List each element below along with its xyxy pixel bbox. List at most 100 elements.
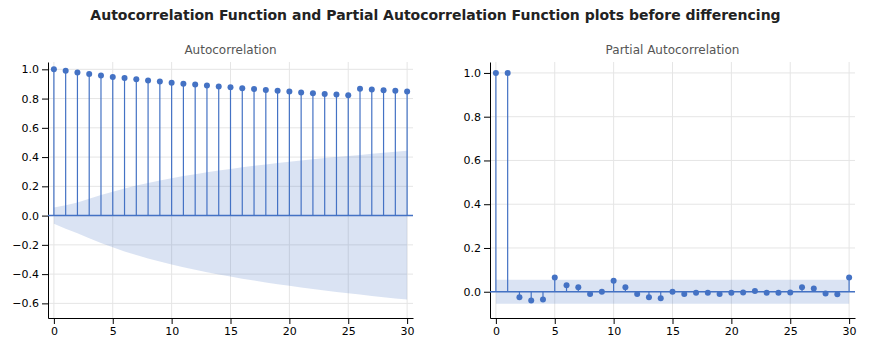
grid-line bbox=[495, 62, 496, 318]
stem bbox=[218, 86, 219, 215]
marker bbox=[587, 291, 593, 297]
tick-label: −0.4 bbox=[12, 268, 39, 281]
tick-label: 0.6 bbox=[22, 122, 40, 135]
stem bbox=[242, 88, 243, 215]
marker bbox=[239, 85, 245, 91]
marker bbox=[98, 73, 104, 79]
tick: 0.6 bbox=[22, 122, 49, 135]
plot-area bbox=[48, 66, 413, 299]
tick-mark bbox=[113, 318, 114, 324]
marker bbox=[740, 289, 746, 295]
grid-line bbox=[790, 62, 791, 318]
marker bbox=[575, 284, 581, 290]
y-axis: −0.6−0.4−0.20.00.20.40.60.81.0 bbox=[12, 63, 48, 319]
tick: 30 bbox=[401, 318, 415, 338]
tick: 0.6 bbox=[464, 154, 491, 167]
marker bbox=[505, 70, 511, 76]
marker bbox=[775, 290, 781, 296]
marker bbox=[622, 284, 628, 290]
marker bbox=[204, 82, 210, 88]
tick-mark bbox=[289, 318, 290, 324]
tick-label: 0.2 bbox=[22, 180, 40, 193]
marker bbox=[764, 290, 770, 296]
tick-label: 0.4 bbox=[22, 151, 40, 164]
marker bbox=[717, 291, 723, 297]
tick-label: 0.0 bbox=[464, 286, 482, 299]
marker bbox=[846, 275, 852, 281]
tick-label: 15 bbox=[224, 325, 238, 338]
grid-line bbox=[230, 62, 231, 318]
tick-mark bbox=[42, 303, 48, 304]
tick: 15 bbox=[666, 318, 680, 338]
tick: 10 bbox=[607, 318, 621, 338]
grid-line bbox=[672, 62, 673, 318]
marker bbox=[110, 74, 116, 80]
marker bbox=[157, 79, 163, 85]
marker bbox=[752, 288, 758, 294]
stems bbox=[54, 69, 407, 215]
tick: 0.8 bbox=[22, 93, 49, 106]
tick-mark bbox=[484, 204, 490, 205]
marker bbox=[145, 77, 151, 83]
tick: −0.4 bbox=[12, 268, 48, 281]
marker bbox=[228, 84, 234, 90]
tick-mark bbox=[484, 160, 490, 161]
marker bbox=[180, 81, 186, 87]
stem bbox=[253, 89, 254, 216]
tick-mark bbox=[42, 186, 48, 187]
tick: 15 bbox=[224, 318, 238, 338]
stem bbox=[371, 90, 372, 216]
panel-title: Autocorrelation bbox=[184, 43, 276, 57]
stems bbox=[496, 73, 849, 301]
tick-mark bbox=[849, 318, 850, 324]
stem bbox=[395, 91, 396, 216]
stem bbox=[159, 82, 160, 216]
stem bbox=[383, 90, 384, 215]
stem bbox=[301, 92, 302, 215]
marker bbox=[799, 284, 805, 290]
y-axis: 0.00.20.40.60.81.0 bbox=[464, 63, 491, 319]
stem bbox=[112, 77, 113, 216]
tick-mark bbox=[673, 318, 674, 324]
tick: 0 bbox=[493, 318, 500, 338]
marker bbox=[63, 68, 69, 74]
tick-label: 15 bbox=[666, 325, 680, 338]
tick-mark bbox=[484, 248, 490, 249]
marker bbox=[133, 76, 139, 82]
tick-mark bbox=[614, 318, 615, 324]
tick-label: 10 bbox=[607, 325, 621, 338]
tick-mark bbox=[790, 318, 791, 324]
tick-label: 0 bbox=[493, 325, 500, 338]
marker bbox=[333, 92, 339, 98]
grid-line bbox=[171, 62, 172, 318]
tick-mark bbox=[42, 128, 48, 129]
marker bbox=[646, 294, 652, 300]
marker bbox=[552, 275, 558, 281]
marker bbox=[369, 87, 375, 93]
stem bbox=[336, 95, 337, 216]
marker bbox=[322, 91, 328, 97]
tick-mark bbox=[731, 318, 732, 324]
marker bbox=[74, 70, 80, 76]
stem bbox=[230, 87, 231, 215]
tick: 1.0 bbox=[464, 67, 491, 80]
tick-label: −0.6 bbox=[12, 297, 39, 310]
marker bbox=[705, 290, 711, 296]
tick-label: 0 bbox=[51, 325, 58, 338]
stem bbox=[136, 79, 137, 215]
tick: 0.0 bbox=[464, 286, 491, 299]
grid-line bbox=[53, 62, 54, 318]
stem bbox=[289, 92, 290, 216]
stem bbox=[407, 92, 408, 216]
marker bbox=[811, 285, 817, 291]
marker bbox=[693, 290, 699, 296]
tick-mark bbox=[172, 318, 173, 324]
marker bbox=[275, 88, 281, 94]
marker bbox=[357, 86, 363, 92]
tick-mark bbox=[484, 73, 490, 74]
tick-label: 25 bbox=[342, 325, 356, 338]
marker bbox=[263, 87, 269, 93]
grid bbox=[48, 62, 413, 318]
stem bbox=[206, 85, 207, 215]
tick: 5 bbox=[110, 318, 117, 338]
